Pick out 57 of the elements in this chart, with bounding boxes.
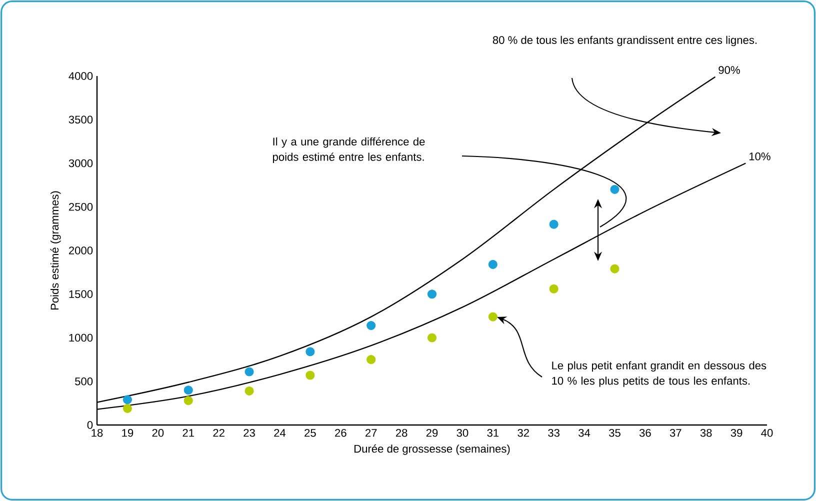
x-tick-label: 26 (335, 428, 346, 437)
x-axis-title: Durée de grossesse (semaines) (354, 444, 510, 455)
point (184, 396, 193, 406)
point (427, 333, 437, 342)
x-tick-label: 23 (244, 428, 255, 437)
x-tick-label: 25 (304, 428, 316, 437)
x-tick-label: 32 (518, 428, 529, 437)
x-tick-label: 20 (152, 428, 164, 437)
x-tick-label: 36 (639, 428, 651, 437)
point (366, 321, 376, 330)
annotation: Le plus petit enfant grandit en dessous des 10 % les plus petits de tous les enfants. (552, 361, 766, 387)
x-tick-label: 34 (578, 428, 590, 437)
y-tick-label: 500 (75, 377, 93, 386)
x-tick-label: 31 (487, 428, 499, 437)
y-tick-label: 1000 (69, 334, 93, 342)
x-tick-label: 21 (182, 428, 194, 437)
x-tick-label: 38 (700, 428, 712, 437)
point (306, 347, 315, 356)
text: 80 % de tous les enfants grandissent entre ces lignes. (492, 36, 757, 46)
point (488, 312, 498, 322)
point (427, 290, 437, 299)
x-tick-label: 24 (274, 428, 286, 437)
y-tick-label: 2000 (68, 246, 93, 254)
y-tick-label: 3500 (68, 116, 93, 124)
x-tick-label: 22 (213, 428, 224, 437)
x-tick-label: 35 (609, 428, 620, 437)
point (244, 386, 254, 396)
point (549, 220, 558, 229)
y-tick-label: 4000 (68, 72, 93, 80)
x-tick-label: 39 (730, 428, 742, 437)
y-tick-label: 2500 (68, 202, 93, 211)
y-tick-label: 3000 (68, 159, 93, 168)
x-tick-label: 28 (396, 428, 408, 437)
point (610, 184, 620, 194)
point (306, 370, 315, 380)
series-label: 90% (718, 66, 740, 74)
x-tick-label: 29 (426, 428, 438, 437)
y-tick-label: 1500 (69, 290, 93, 298)
y-tick-label: 0 (87, 421, 93, 429)
point (488, 260, 498, 269)
y-axis-title: Poids estimé (grammes) (50, 191, 61, 310)
x-tick-label: 19 (122, 428, 134, 437)
point (122, 404, 132, 413)
x-tick-label: 27 (366, 428, 377, 437)
point (610, 264, 620, 274)
point (549, 284, 558, 294)
point (366, 355, 376, 364)
x-tick-label: 40 (761, 428, 773, 437)
point (122, 395, 132, 404)
point (244, 367, 254, 376)
series-label: 10% (749, 152, 770, 160)
x-tick-label: 33 (548, 428, 560, 437)
point (184, 386, 193, 395)
x-tick-label: 18 (92, 428, 103, 437)
x-tick-label: 37 (670, 428, 682, 437)
x-tick-label: 30 (456, 428, 468, 437)
annotation: Il y a une grande différence de poids estimé entre les enfants. (272, 137, 425, 164)
